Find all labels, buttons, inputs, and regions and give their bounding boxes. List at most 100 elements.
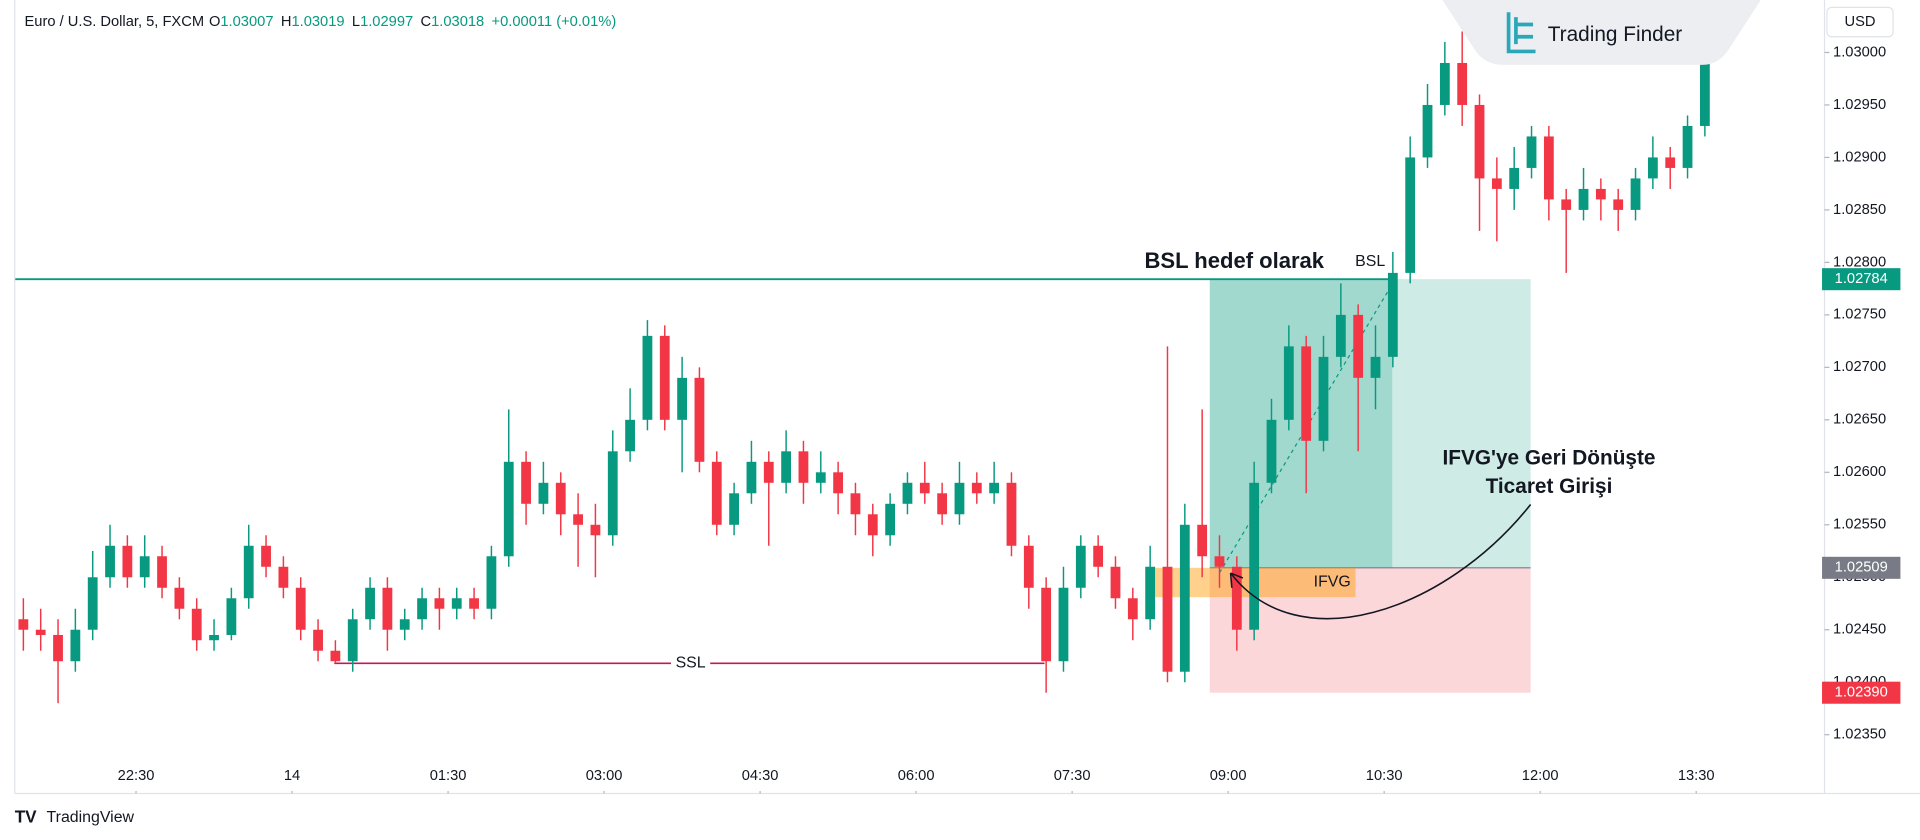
candle-body xyxy=(538,482,549,504)
o-key: O xyxy=(209,14,220,30)
candle-body xyxy=(1474,104,1485,179)
candle-body xyxy=(261,545,271,567)
candle-body xyxy=(1006,482,1017,546)
price-badge xyxy=(1822,268,1901,291)
y-tick-label: 1.02850 xyxy=(1833,202,1886,218)
candle-body xyxy=(1041,587,1052,662)
candle-body xyxy=(1613,199,1624,210)
candle-body xyxy=(434,598,445,609)
y-tick-label: 1.03000 xyxy=(1833,44,1886,60)
candle-body xyxy=(278,566,289,588)
y-tick-label: 1.02350 xyxy=(1833,727,1886,743)
note-arrow xyxy=(1229,503,1532,620)
brand-logo xyxy=(1506,12,1536,54)
brand-tab xyxy=(1442,0,1761,65)
note-line: Ticaret Girişi xyxy=(1486,475,1613,498)
fvg-label: IFVG xyxy=(1314,574,1351,591)
stop-zone xyxy=(1209,567,1531,693)
candle-body xyxy=(971,482,982,494)
candle-body xyxy=(1578,188,1589,210)
candle-body xyxy=(469,598,479,609)
candle-body xyxy=(746,461,757,494)
candle-body xyxy=(1058,587,1069,662)
ssl-bg xyxy=(671,653,711,674)
candle-body xyxy=(1266,419,1277,483)
footer: TradingView xyxy=(47,809,135,826)
x-tick-label: 10:30 xyxy=(1366,768,1403,784)
candle-body xyxy=(729,493,740,525)
candle-body xyxy=(382,587,393,630)
currency[interactable]: USD xyxy=(1844,14,1875,30)
candle-body xyxy=(573,514,583,525)
candle-body xyxy=(105,545,115,578)
x-tick-label: 22:30 xyxy=(118,768,155,784)
price-badge xyxy=(1822,556,1901,579)
candle-body xyxy=(867,514,878,536)
candle-body xyxy=(711,461,722,525)
y-tick-label: 1.02600 xyxy=(1833,464,1886,480)
candle-body xyxy=(659,335,670,420)
candle-body xyxy=(989,482,1000,494)
price-badge-label: 1.02390 xyxy=(1835,685,1888,701)
price-badge xyxy=(1822,681,1901,704)
y-tick-label: 1.02650 xyxy=(1833,412,1886,428)
h-value: 1.03019 xyxy=(291,14,344,30)
candle-body xyxy=(1665,157,1676,168)
arrow-head xyxy=(1229,572,1244,588)
x-tick-label: 03:00 xyxy=(586,768,623,784)
candle-body xyxy=(18,619,29,630)
candle-body xyxy=(53,634,63,662)
candle-body xyxy=(1197,524,1208,557)
candle-body xyxy=(1491,178,1502,189)
candle-body xyxy=(1561,199,1572,210)
candle-body xyxy=(174,587,185,609)
candle-body xyxy=(1682,125,1693,168)
y-tick-label: 1.02750 xyxy=(1833,307,1886,323)
candle-body xyxy=(1543,136,1554,200)
candle-body xyxy=(243,545,254,599)
y-tick-label: 1.02800 xyxy=(1833,254,1886,270)
bsl-label: BSL xyxy=(1355,253,1385,270)
candle-body xyxy=(503,461,514,557)
c-value: 1.03018 xyxy=(431,14,484,30)
candle-body xyxy=(607,451,618,536)
candle-body xyxy=(1318,356,1329,441)
candle-body xyxy=(1301,346,1312,441)
candle-body xyxy=(1387,272,1398,357)
y-tick-label: 1.02950 xyxy=(1833,97,1886,113)
x-tick-label: 14 xyxy=(284,768,300,784)
candle-body xyxy=(1110,566,1121,599)
candle-body xyxy=(1370,356,1381,378)
candle-body xyxy=(625,419,635,452)
candle-body xyxy=(1075,545,1086,588)
candle-body xyxy=(763,461,774,483)
candle-body xyxy=(1335,314,1346,357)
candle-body xyxy=(1630,178,1641,210)
x-tick-label: 09:00 xyxy=(1210,768,1247,784)
y-tick-label: 1.02550 xyxy=(1833,517,1886,533)
o-value: 1.03007 xyxy=(220,14,273,30)
candle-body xyxy=(486,556,497,609)
candle-body xyxy=(1179,524,1190,672)
candle-body xyxy=(1509,167,1520,189)
candle-body xyxy=(885,503,896,536)
legend: Euro / U.S. Dollar, 5, FXCM O1.03007 H1.03… xyxy=(24,14,616,30)
candle-body xyxy=(70,629,81,662)
bsl-title: BSL hedef olarak xyxy=(1144,248,1324,273)
currency-button[interactable] xyxy=(1826,6,1894,38)
candle-body xyxy=(1231,566,1242,630)
x-tick-label: 04:30 xyxy=(742,768,779,784)
candle-body xyxy=(1457,62,1468,105)
x-tick-label: 01:30 xyxy=(430,768,467,784)
candle-body xyxy=(209,634,219,641)
candle-body xyxy=(1127,598,1138,620)
candle-body xyxy=(1595,188,1606,200)
candle-body xyxy=(937,493,948,515)
candle-body xyxy=(35,629,46,635)
candle-body xyxy=(1353,314,1364,378)
ssl-label: SSL xyxy=(676,655,706,672)
y-tick-label: 1.02700 xyxy=(1833,359,1886,375)
x-tick-label: 12:00 xyxy=(1522,768,1559,784)
x-tick-label: 13:30 xyxy=(1678,768,1715,784)
